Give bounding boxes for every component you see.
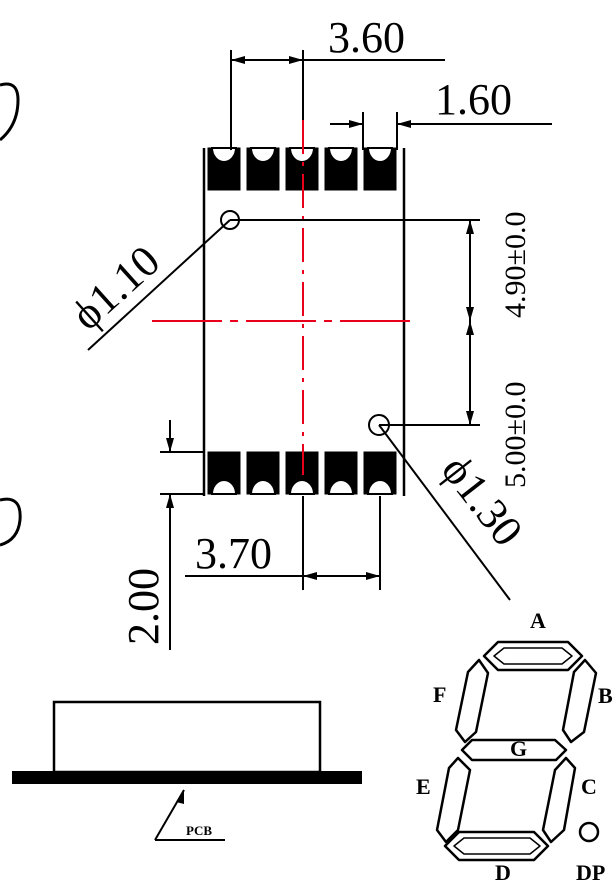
display-body-side bbox=[52, 700, 322, 774]
side-view: PCB bbox=[12, 700, 362, 841]
label-e: E bbox=[416, 774, 431, 799]
dim-lower-spacing: 5.00±0.0 bbox=[499, 382, 532, 488]
seven-segment-diagram bbox=[435, 640, 600, 862]
dimension-arrows bbox=[166, 56, 474, 580]
dim-top-width: 3.60 bbox=[328, 13, 405, 62]
segment-a-inner bbox=[493, 647, 573, 665]
pcb-board bbox=[12, 771, 362, 784]
dim-upper-spacing: 4.90±0.0 bbox=[499, 212, 532, 318]
top-pin-notches bbox=[210, 147, 394, 163]
segment-g bbox=[460, 738, 568, 762]
label-d: D bbox=[495, 860, 511, 885]
dim-pin-width: 1.60 bbox=[435, 75, 512, 124]
label-b: B bbox=[598, 683, 613, 708]
label-dp: DP bbox=[576, 860, 605, 885]
segment-e bbox=[435, 756, 472, 844]
center-lines bbox=[152, 120, 410, 475]
mounting-holes bbox=[220, 210, 390, 436]
segment-d-inner bbox=[453, 837, 541, 855]
edge-glyph-bottom bbox=[0, 497, 22, 547]
label-f: F bbox=[433, 682, 446, 707]
pcb-label: PCB bbox=[186, 823, 212, 838]
label-a: A bbox=[530, 608, 546, 633]
dim-pad-height: 2.00 bbox=[119, 568, 168, 645]
label-g: G bbox=[510, 736, 527, 761]
dimension-lines bbox=[87, 50, 552, 650]
label-c: C bbox=[581, 774, 597, 799]
dim-bottom-width: 3.70 bbox=[195, 529, 272, 578]
segment-f bbox=[454, 658, 490, 744]
segment-labels: A B F G E C D DP bbox=[416, 608, 613, 885]
bottom-pin-notches bbox=[210, 479, 394, 495]
segment-b bbox=[561, 658, 598, 744]
segment-dp bbox=[578, 821, 600, 843]
edge-glyph-top bbox=[0, 82, 20, 142]
segment-c bbox=[541, 756, 577, 844]
